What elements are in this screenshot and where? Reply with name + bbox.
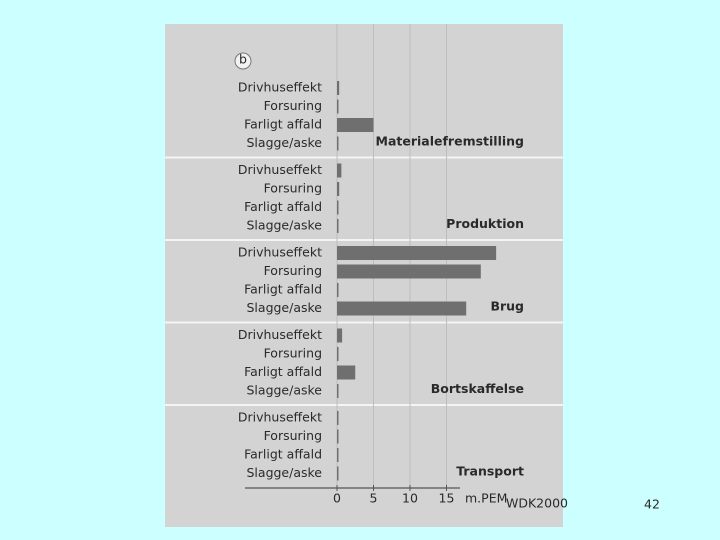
category-label: Slagge/aske — [247, 218, 323, 233]
group-label: Produktion — [446, 216, 524, 231]
bar — [337, 301, 467, 316]
bar — [337, 365, 356, 380]
bar — [337, 347, 339, 361]
bar — [337, 118, 374, 132]
category-label: Drivhuseffekt — [238, 410, 322, 425]
category-label: Slagge/aske — [247, 383, 323, 398]
panel-badge — [234, 52, 252, 70]
category-label: Forsuring — [264, 428, 322, 443]
category-label: Forsuring — [264, 263, 322, 278]
bar — [337, 466, 339, 481]
bar — [337, 219, 339, 233]
bar — [337, 81, 340, 95]
bar — [337, 136, 339, 151]
category-label: Drivhuseffekt — [238, 245, 322, 260]
group-label: Bortskaffelse — [431, 381, 524, 396]
category-label: Forsuring — [264, 181, 322, 196]
panel-label: b — [239, 52, 247, 67]
bar — [337, 328, 343, 343]
category-label: Forsuring — [264, 346, 322, 361]
category-label: Slagge/aske — [247, 300, 323, 315]
category-label: Forsuring — [264, 98, 322, 113]
group-label: Brug — [490, 299, 524, 314]
group-label: Transport — [456, 464, 524, 479]
category-label: Drivhuseffekt — [238, 162, 322, 177]
category-label: Farligt affald — [244, 117, 322, 132]
bar — [337, 182, 340, 196]
category-label: Drivhuseffekt — [238, 327, 322, 342]
category-label: Farligt affald — [244, 199, 322, 214]
category-label: Farligt affald — [244, 282, 322, 297]
bar — [337, 429, 339, 444]
bar — [337, 448, 339, 462]
bar — [337, 200, 339, 215]
x-axis-label: m.PEM — [465, 491, 507, 506]
category-label: Drivhuseffekt — [238, 80, 322, 95]
bar — [337, 384, 339, 398]
category-label: Slagge/aske — [247, 135, 323, 150]
page-number: 42 — [644, 497, 660, 512]
x-tick-label: 10 — [402, 491, 418, 506]
x-tick-label: 0 — [333, 491, 341, 506]
x-tick-label: 15 — [439, 491, 455, 506]
bar — [337, 99, 339, 114]
group-label: Materialefremstilling — [376, 134, 524, 149]
category-label: Farligt affald — [244, 447, 322, 462]
x-tick-label: 5 — [370, 491, 378, 506]
bar — [337, 246, 497, 260]
bar — [337, 283, 339, 297]
x-axis-label-sub: WDK2000 — [506, 496, 568, 511]
category-label: Farligt affald — [244, 364, 322, 379]
bar — [337, 411, 339, 425]
category-label: Slagge/aske — [247, 465, 323, 480]
bar — [337, 264, 481, 279]
bar — [337, 163, 342, 178]
